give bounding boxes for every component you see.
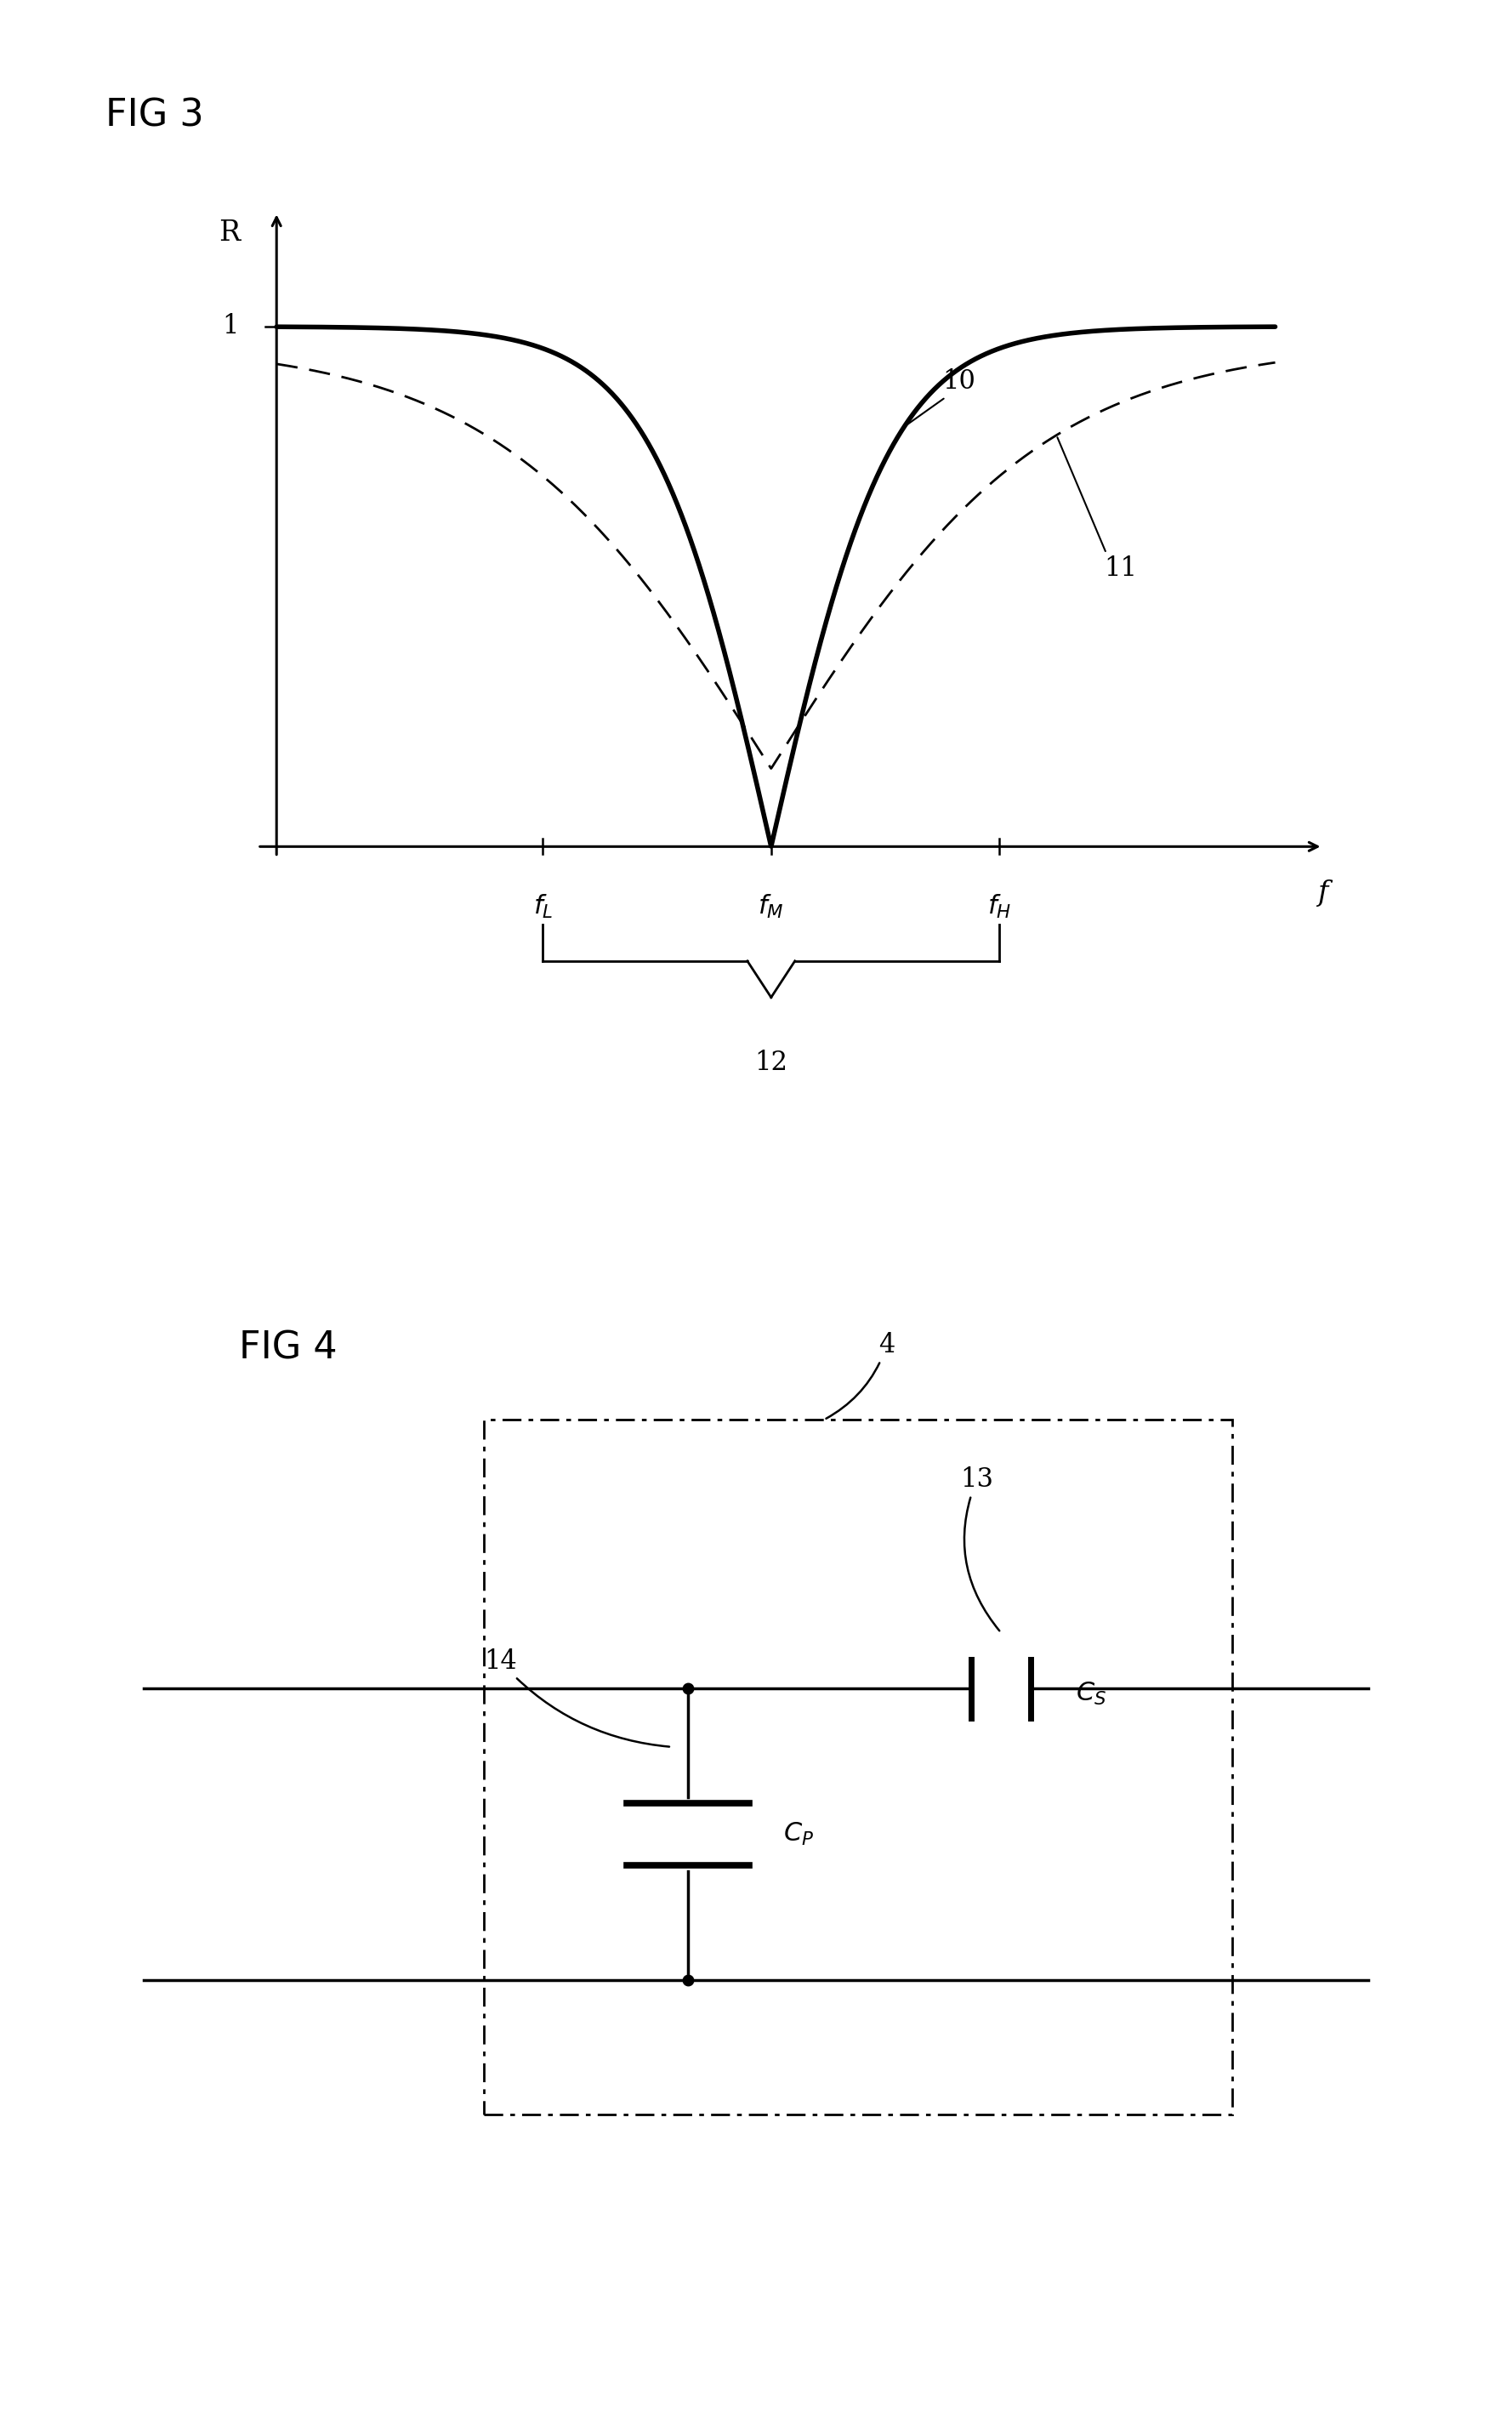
Text: R: R	[218, 219, 240, 246]
Text: 11: 11	[1057, 438, 1137, 582]
Text: f: f	[1317, 879, 1328, 906]
Text: 12: 12	[754, 1050, 788, 1077]
Text: FIG 4: FIG 4	[239, 1330, 337, 1367]
Text: $f_L$: $f_L$	[532, 894, 553, 921]
Text: $f_H$: $f_H$	[987, 894, 1012, 921]
Text: FIG 3: FIG 3	[106, 97, 204, 134]
Text: 13: 13	[960, 1466, 999, 1630]
Text: 4: 4	[826, 1332, 895, 1418]
Text: $C_S$: $C_S$	[1077, 1681, 1107, 1708]
Text: 14: 14	[484, 1649, 670, 1747]
Text: 1: 1	[222, 314, 239, 339]
Text: $f_M$: $f_M$	[758, 894, 785, 921]
Text: 10: 10	[906, 368, 975, 426]
Text: $C_P$: $C_P$	[783, 1822, 813, 1846]
